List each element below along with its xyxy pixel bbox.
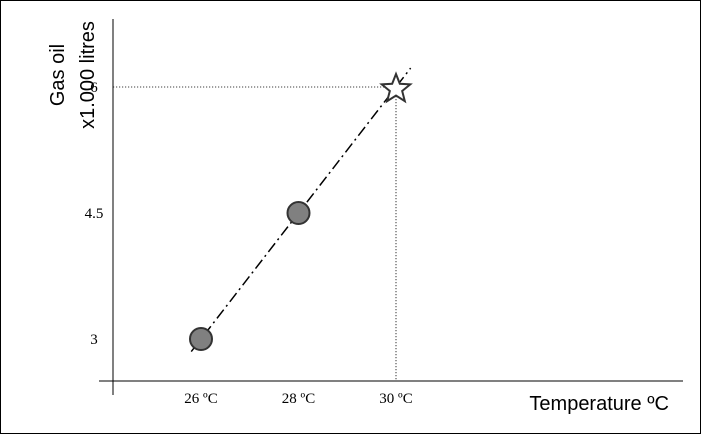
trend-line-group xyxy=(190,67,412,353)
y-tick-label: 4.5 xyxy=(85,206,104,222)
axes xyxy=(99,19,683,395)
star-marker xyxy=(379,71,413,104)
trend-line xyxy=(190,67,412,353)
tick-labels: 26 ºC 28 ºC 30 ºC 3 4.5 6 xyxy=(85,80,413,407)
x-tick-label: 28 ºC xyxy=(282,391,315,407)
guide-lines xyxy=(113,86,397,381)
y-axis-label-line-1: Gas oil xyxy=(47,44,69,106)
data-point-circle xyxy=(286,201,311,225)
x-tick-label: 26 ºC xyxy=(184,391,217,407)
y-tick-label: 6 xyxy=(90,80,98,96)
y-axis-label: Gas oil x1.000 litres xyxy=(47,21,99,129)
y-tick-label: 3 xyxy=(90,332,98,348)
y-axis-label-line-2: x1.000 litres xyxy=(77,21,99,129)
x-tick-label: 30 ºC xyxy=(379,391,412,407)
x-axis-label: Temperature ºC xyxy=(529,393,669,415)
data-markers xyxy=(189,71,413,351)
data-point-circle xyxy=(189,327,213,351)
